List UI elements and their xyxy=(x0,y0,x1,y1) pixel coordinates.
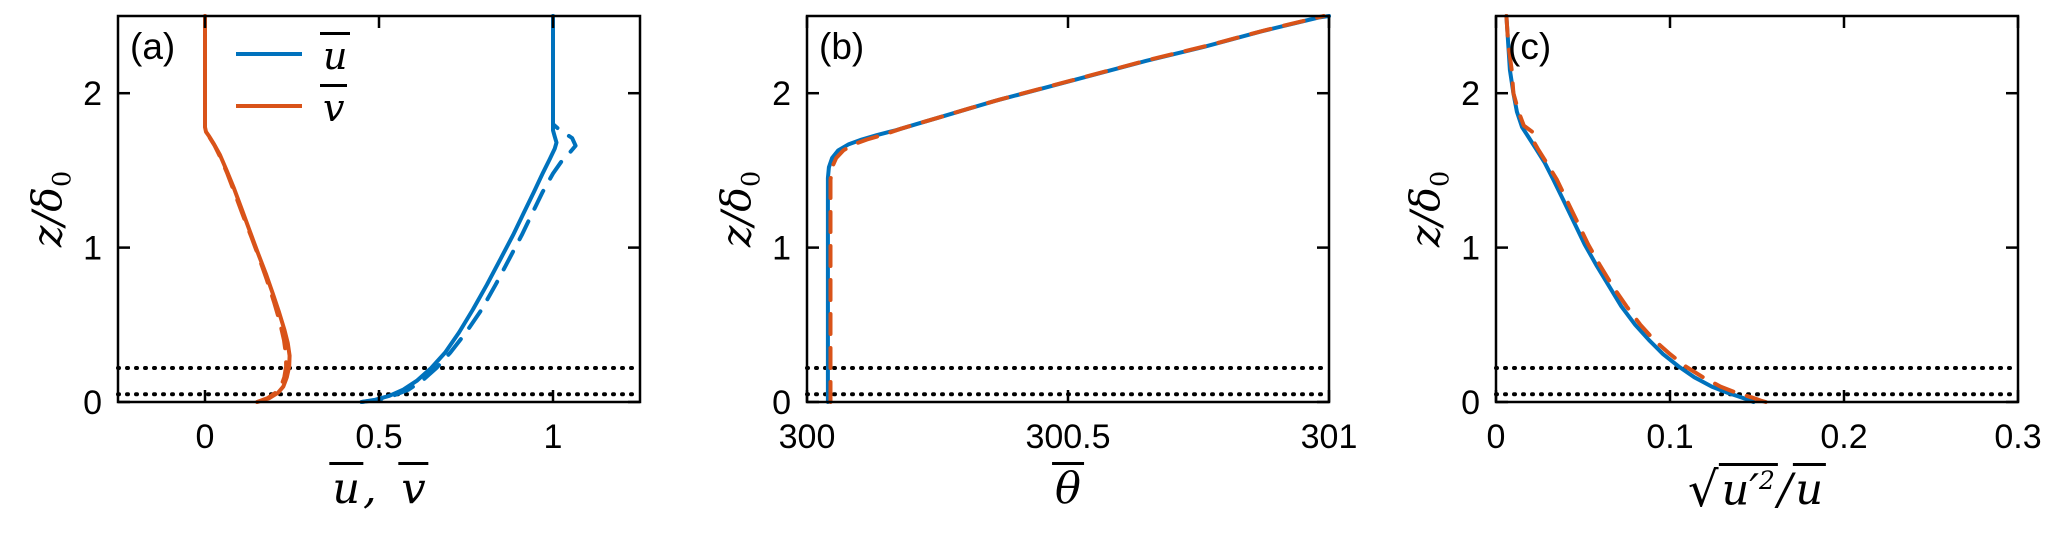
squared-superscript: 2 xyxy=(1759,465,1775,495)
panel-c-ylabel: z/δ0 xyxy=(1401,171,1454,247)
xlabel-separator: , xyxy=(363,464,391,514)
svg-text:0: 0 xyxy=(196,418,215,456)
ylabel-subscript: 0 xyxy=(735,170,766,188)
panel-a-legend: u v xyxy=(236,28,351,132)
legend-line-u xyxy=(236,52,302,56)
panel-c: 0 0.1 0.2 0.3 0 1 2 (c) z/δ0 √u′2/u xyxy=(1378,0,2067,554)
svg-text:1: 1 xyxy=(83,230,102,268)
svg-text:0: 0 xyxy=(772,384,791,422)
sqrt-symbol: √ xyxy=(1687,462,1719,518)
legend-label-u: u xyxy=(320,31,351,77)
u-bar-symbol: u xyxy=(329,462,364,512)
ylabel-subscript: 0 xyxy=(46,170,77,188)
panel-b-label: (b) xyxy=(819,26,865,67)
panel-a-plot: 0 0.5 1 0 1 2 xyxy=(83,14,642,456)
svg-text:2: 2 xyxy=(772,75,791,113)
theta-bar-symbol: θ xyxy=(1052,462,1084,512)
panel-a-label: (a) xyxy=(130,26,176,67)
svg-text:2: 2 xyxy=(1461,75,1480,113)
svg-text:2: 2 xyxy=(83,75,102,113)
svg-text:1: 1 xyxy=(544,418,563,456)
u-prime-squared-symbol: u′2 xyxy=(1718,462,1778,515)
ylabel-text: z/δ xyxy=(1401,187,1450,248)
legend-entry-u: u xyxy=(236,28,351,80)
svg-text:0.5: 0.5 xyxy=(355,418,402,456)
svg-text:1: 1 xyxy=(772,230,791,268)
panel-a-xlabel: u, v xyxy=(329,462,429,514)
u-prime-text: u′ xyxy=(1721,465,1760,515)
svg-text:0: 0 xyxy=(1487,418,1506,456)
panel-b-ylabel: z/δ0 xyxy=(712,171,765,247)
panel-b-xlabel: θ xyxy=(1052,462,1084,514)
legend-line-v xyxy=(236,104,302,108)
panel-c-plot: 0 0.1 0.2 0.3 0 1 2 xyxy=(1461,14,2042,456)
ylabel-text: z/δ xyxy=(23,187,72,248)
panel-b: 300 300.5 301 0 1 2 (b) z/δ0 θ xyxy=(689,0,1378,554)
svg-text:301: 301 xyxy=(1301,418,1358,456)
v-bar-symbol: v xyxy=(398,462,429,512)
panel-c-label: (c) xyxy=(1508,26,1552,67)
legend-entry-v: v xyxy=(236,80,350,132)
svg-text:300: 300 xyxy=(779,418,836,456)
legend-label-v: v xyxy=(320,83,348,129)
ylabel-text: z/δ xyxy=(712,187,761,248)
panel-c-xlabel: √u′2/u xyxy=(1687,462,1827,518)
u-bar-symbol: u xyxy=(1792,463,1827,513)
svg-text:0: 0 xyxy=(83,384,102,422)
panel-b-plot: 300 300.5 301 0 1 2 xyxy=(772,14,1358,456)
ylabel-subscript: 0 xyxy=(1424,170,1455,188)
svg-text:0.3: 0.3 xyxy=(1994,418,2041,456)
svg-text:0: 0 xyxy=(1461,384,1480,422)
svg-text:1: 1 xyxy=(1461,230,1480,268)
panel-a: 0 0.5 1 0 1 2 (a) z/δ0 u, v u v xyxy=(0,0,689,554)
svg-text:300.5: 300.5 xyxy=(1025,418,1110,456)
xlabel-slash: / xyxy=(1777,465,1793,515)
panel-a-ylabel: z/δ0 xyxy=(23,171,76,247)
svg-text:0.1: 0.1 xyxy=(1646,418,1693,456)
svg-text:0.2: 0.2 xyxy=(1820,418,1867,456)
